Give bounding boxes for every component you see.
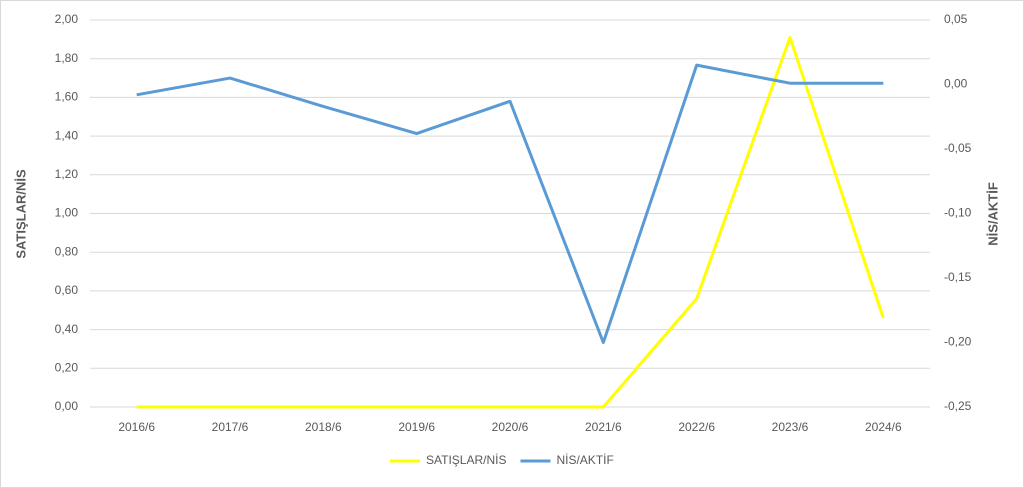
y-tick-label: 0,60 xyxy=(55,283,79,297)
legend-label: NİS/AKTİF xyxy=(556,453,613,467)
series-line xyxy=(136,35,885,409)
y-tick-label: 0,40 xyxy=(55,322,79,336)
x-tick-label: 2019/6 xyxy=(398,420,435,434)
legend-label: SATIŞLAR/NİS xyxy=(426,453,506,467)
y-tick-label: 1,60 xyxy=(55,90,79,104)
y2-tick-label: -0,25 xyxy=(944,399,972,413)
y-axis-title: SATIŞLAR/NİS xyxy=(13,169,28,259)
y2-tick-label: -0,05 xyxy=(944,141,972,155)
y-tick-label: 1,80 xyxy=(55,51,79,65)
x-tick-label: 2021/6 xyxy=(585,420,622,434)
x-tick-label: 2024/6 xyxy=(865,420,902,434)
x-tick-label: 2023/6 xyxy=(772,420,809,434)
y-tick-label: 0,20 xyxy=(55,360,79,374)
x-tick-label: 2018/6 xyxy=(305,420,342,434)
y-tick-label: 0,80 xyxy=(55,244,79,258)
y2-tick-label: 0,05 xyxy=(944,12,968,26)
y-tick-label: 2,00 xyxy=(55,12,79,26)
y2-tick-label: -0,20 xyxy=(944,335,972,349)
x-tick-label: 2022/6 xyxy=(678,420,715,434)
x-tick-label: 2016/6 xyxy=(118,420,155,434)
y-tick-label: 1,00 xyxy=(55,206,79,220)
y-tick-label: 1,40 xyxy=(55,128,79,142)
y2-tick-label: 0,00 xyxy=(944,77,968,91)
y2-tick-label: -0,10 xyxy=(944,206,972,220)
y2-tick-label: -0,15 xyxy=(944,270,972,284)
y-tick-label: 1,20 xyxy=(55,167,79,181)
y2-axis-title: NİS/AKTİF xyxy=(985,182,1000,246)
y-tick-label: 0,00 xyxy=(55,399,79,413)
series-line xyxy=(136,63,884,344)
x-tick-label: 2017/6 xyxy=(212,420,249,434)
x-tick-label: 2020/6 xyxy=(492,420,529,434)
